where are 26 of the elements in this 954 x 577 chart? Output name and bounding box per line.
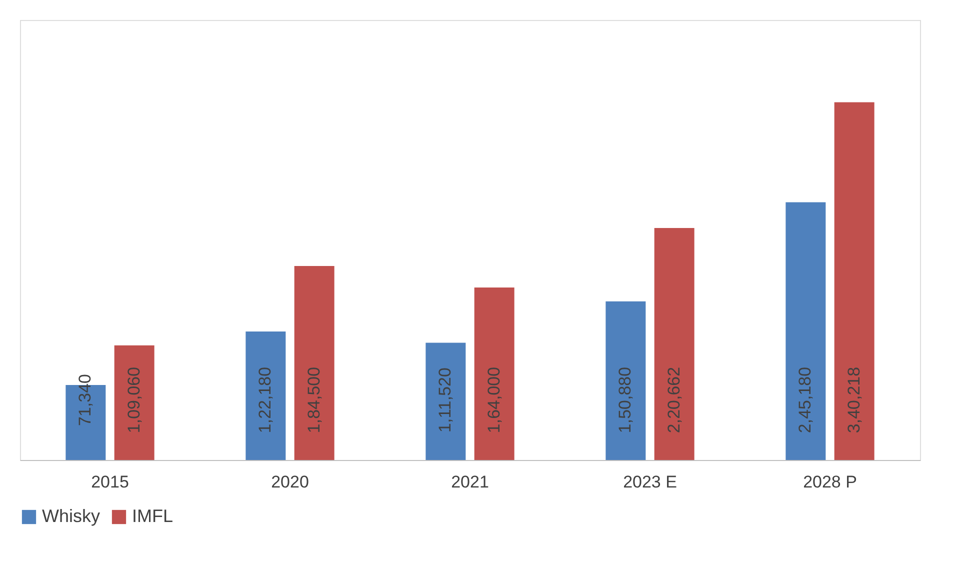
bar bbox=[294, 266, 334, 460]
data-label: 2,20,662 bbox=[664, 366, 684, 434]
x-tick-label: 2028 P bbox=[803, 472, 857, 492]
legend-label: Whisky bbox=[42, 506, 100, 526]
x-tick-label: 2020 bbox=[271, 472, 309, 492]
bar bbox=[834, 102, 874, 460]
data-label: 71,340 bbox=[76, 374, 95, 426]
data-label: 1,09,060 bbox=[124, 366, 144, 434]
data-label: 1,84,500 bbox=[304, 366, 324, 434]
data-label: 1,50,880 bbox=[616, 366, 635, 434]
data-label: 1,64,000 bbox=[484, 366, 504, 434]
bar bbox=[474, 288, 514, 460]
data-label: 2,45,180 bbox=[796, 366, 815, 434]
bar bbox=[654, 228, 694, 460]
x-tick-label: 2015 bbox=[91, 472, 129, 492]
bar bbox=[606, 301, 646, 460]
legend-label: IMFL bbox=[132, 506, 174, 526]
x-tick-label: 2021 bbox=[451, 472, 489, 492]
data-label: 1,22,180 bbox=[256, 366, 275, 434]
bar bbox=[114, 345, 154, 460]
bar bbox=[246, 332, 286, 460]
bar bbox=[786, 202, 826, 460]
x-tick-label: 2023 E bbox=[623, 472, 677, 492]
data-label: 1,11,520 bbox=[436, 368, 455, 432]
bar bbox=[426, 342, 466, 460]
data-label: 3,40,218 bbox=[844, 366, 864, 434]
